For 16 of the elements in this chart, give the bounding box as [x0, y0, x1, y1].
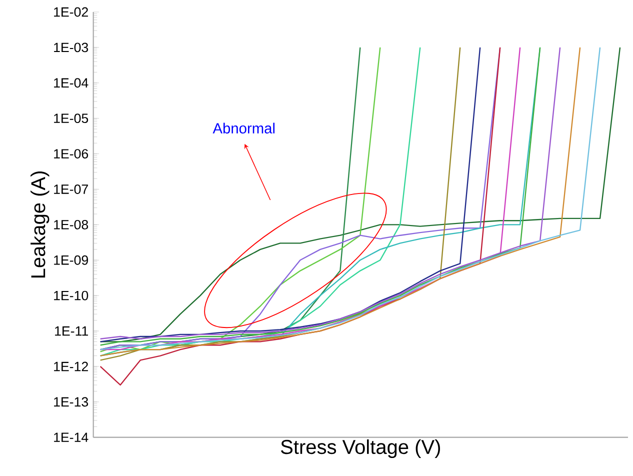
x-axis-title: Stress Voltage (V): [280, 439, 440, 458]
y-tick-label: 1E-14: [54, 432, 88, 442]
y-tick-label: 1E-08: [54, 220, 88, 230]
y-tick-label: 1E-05: [54, 114, 88, 124]
y-tick-label: 1E-12: [54, 362, 88, 372]
y-tick-label: 1E-04: [54, 78, 88, 88]
y-axis-title: Leakage (A): [30, 171, 50, 278]
annotation: Abnormal: [212, 122, 275, 134]
y-tick-label: 1E-10: [54, 290, 88, 300]
y-tick-label: 1E-11: [55, 326, 88, 336]
y-tick-label: 1E-03: [54, 42, 88, 52]
y-tick-label: 1E-09: [54, 255, 88, 265]
y-tick-label: 1E-06: [54, 149, 88, 158]
y-tick-label: 1E-02: [54, 7, 88, 17]
y-tick-label: 1E-13: [54, 397, 88, 407]
y-tick-label: 1E-07: [54, 184, 88, 194]
